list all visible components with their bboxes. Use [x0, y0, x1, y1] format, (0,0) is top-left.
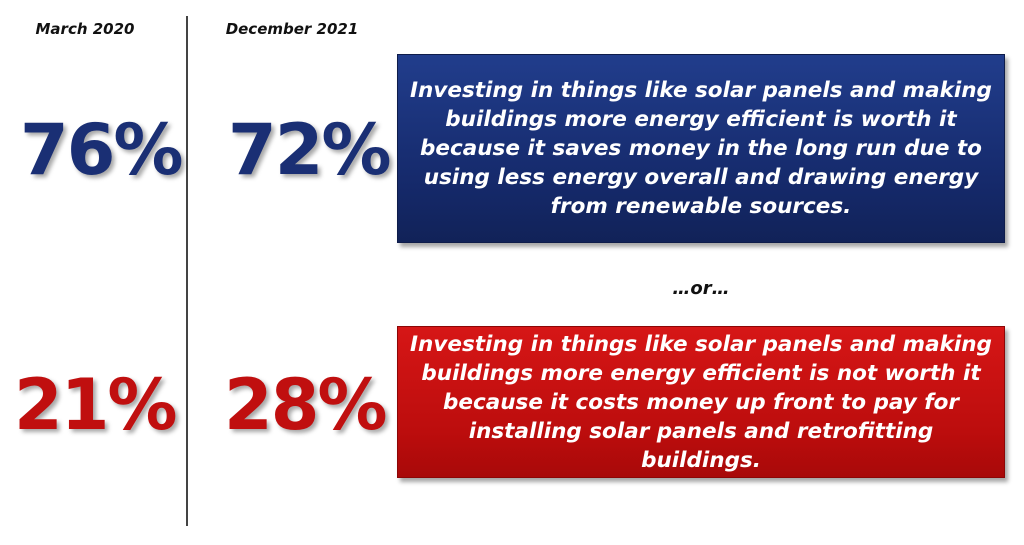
column-header-december-2021: December 2021	[225, 20, 359, 38]
statement-not-worth-it-box: Investing in things like solar panels an…	[397, 326, 1005, 478]
statement-worth-it-text: Investing in things like solar panels an…	[410, 78, 992, 219]
statement-not-worth-it-text: Investing in things like solar panels an…	[410, 331, 992, 473]
pct-december-2021-worth-it: 72%	[228, 109, 392, 191]
column-divider	[186, 16, 188, 526]
or-separator: …or…	[672, 278, 730, 299]
pct-march-2020-worth-it: 76%	[20, 109, 184, 191]
pct-december-2021-not-worth-it: 28%	[224, 364, 388, 446]
pct-march-2020-not-worth-it: 21%	[14, 364, 178, 446]
statement-worth-it-box: Investing in things like solar panels an…	[397, 54, 1005, 243]
column-header-march-2020: March 2020	[35, 20, 135, 38]
